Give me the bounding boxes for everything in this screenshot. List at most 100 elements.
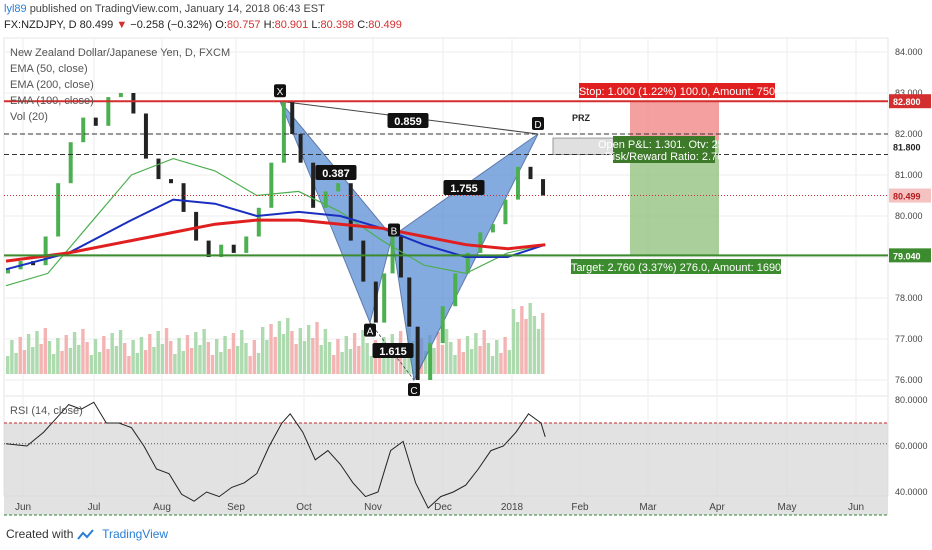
price-candle [490, 224, 495, 233]
volume-bar [495, 340, 499, 374]
point-x: X [277, 87, 284, 98]
volume-bar [361, 330, 365, 374]
tradingview-logo-icon [76, 529, 94, 540]
volume-bar [114, 346, 119, 374]
risk-reward-label-bg [613, 148, 715, 163]
volume-bar [77, 345, 81, 374]
volume-bar [240, 330, 244, 374]
volume-bar [528, 303, 532, 374]
ratio-xad: 1.615 [379, 346, 407, 358]
volume-bar [85, 342, 89, 374]
volume-bar [469, 349, 474, 374]
volume-bar [536, 329, 541, 374]
price-candle [290, 101, 295, 134]
volume-bar [135, 353, 139, 374]
publish-text: published on TradingView.com, January 14… [29, 3, 325, 15]
price-candle [415, 326, 420, 380]
price-candle [453, 273, 458, 307]
point-d-bg [532, 117, 544, 130]
volume-bar [156, 331, 160, 374]
volume-bar [56, 338, 60, 374]
volume-bar [386, 350, 390, 374]
volume-bar [152, 347, 156, 374]
price-candle [231, 244, 236, 253]
volume-bar [18, 337, 22, 374]
volume-bar [369, 356, 374, 374]
volume-bar [143, 350, 148, 374]
volume-bar [210, 355, 215, 374]
down-arrow-icon: ▼ [116, 19, 128, 31]
y-tick-label: 84.000 [895, 47, 923, 57]
volume-bar [298, 328, 302, 374]
volume-bar [453, 355, 457, 374]
volume-bar [173, 354, 177, 374]
created-with-text: Created with [6, 527, 74, 541]
point-c-bg [408, 383, 420, 396]
volume-bar [160, 344, 165, 374]
price-candle [156, 158, 161, 180]
volume-bar [51, 354, 56, 374]
volume-bar [273, 337, 277, 374]
volume-bar [465, 336, 470, 374]
annotations: X A B C D 0.859 0.387 1.755 1.615 PRZ Stop: 1.000 … [274, 83, 781, 397]
stop-zone [630, 101, 719, 141]
quote-line: FX:NZDJPY, D 80.499 ▼ −0.258 (−0.32%) O:… [4, 19, 402, 31]
volume-bar [198, 345, 202, 374]
indicator-rsi: RSI (14, close) [10, 405, 83, 417]
volume-bar [206, 342, 211, 374]
high-label: H: [263, 19, 275, 31]
stop-price-badge: 82.800 [893, 97, 921, 107]
volume-bar [181, 351, 185, 374]
author-link[interactable]: lyl89 [4, 3, 27, 15]
price-candle [131, 93, 136, 114]
open-value: 80.757 [226, 19, 261, 31]
x-tick-label: Sep [227, 502, 245, 513]
stop-label-bg [579, 83, 775, 98]
tradingview-link[interactable]: TradingView [102, 527, 169, 541]
volume-bar [340, 352, 344, 374]
point-a-bg [364, 323, 376, 337]
x-tick-label: Aug [153, 502, 171, 513]
volume-bar [269, 324, 273, 374]
x-tick-label: Dec [434, 502, 452, 513]
price-candle [169, 179, 174, 184]
last-price-badge-bg [889, 188, 931, 203]
rsi-tick-label: 80.0000 [895, 395, 928, 405]
ema50-line [5, 157, 546, 287]
volume-bar [148, 334, 152, 374]
stop-label: Stop: 1.000 (1.22%) 100.0, Amount: 750 [579, 86, 775, 98]
volume-bar [403, 344, 407, 374]
volume-bar [81, 329, 85, 374]
volume-bar [265, 340, 269, 374]
last-price: 80.499 [79, 19, 114, 31]
y-tick-label: 82.000 [895, 129, 923, 139]
volume-bar [231, 333, 236, 374]
volume-bar [474, 333, 478, 374]
volume-bar [290, 331, 294, 374]
x-tick-label: May [778, 502, 797, 513]
target-price-badge-bg [889, 248, 931, 263]
price-lines [4, 93, 888, 380]
volume-bar [64, 335, 68, 374]
volume-bar [524, 319, 528, 374]
volume-bar [520, 306, 524, 374]
indicator-title: New Zealand Dollar/Japanese Yen, D, FXCM [10, 47, 230, 59]
volume-bar [499, 353, 503, 374]
price-candle [503, 199, 508, 225]
x-tick-label: Mar [639, 502, 657, 513]
ratio-xab: 0.387 [322, 168, 350, 180]
volume-bar [6, 356, 10, 374]
volume-bar [478, 346, 482, 374]
volume-bar [344, 336, 348, 374]
y-tick-label: 78.000 [895, 293, 923, 303]
y-tick-label: 80.000 [895, 211, 923, 221]
volume-bar [394, 347, 399, 374]
y-tick-label: 76.000 [895, 375, 923, 385]
rsi-series [4, 401, 888, 516]
price-candle [361, 240, 366, 282]
indicator-volume: Vol (20) [10, 111, 48, 123]
volume-bar [332, 355, 336, 374]
volume-bar [357, 346, 361, 374]
ratio-xab-bg [315, 165, 357, 180]
